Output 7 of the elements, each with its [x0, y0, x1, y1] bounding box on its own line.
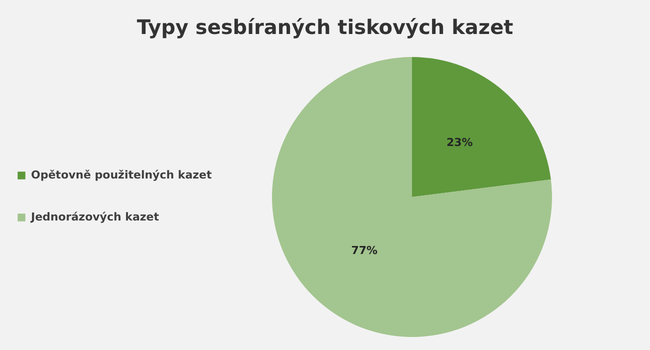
legend-label: Jednorázových kazet — [30, 210, 160, 224]
pie-slice — [412, 57, 551, 197]
data-label: 23% — [446, 136, 473, 149]
data-label: 77% — [351, 244, 378, 258]
legend-label: Opětovně použitelných kazet — [31, 168, 212, 182]
chart-title: Typy sesbíraných tiskových kazet — [136, 15, 514, 39]
pie-slice — [272, 57, 552, 337]
